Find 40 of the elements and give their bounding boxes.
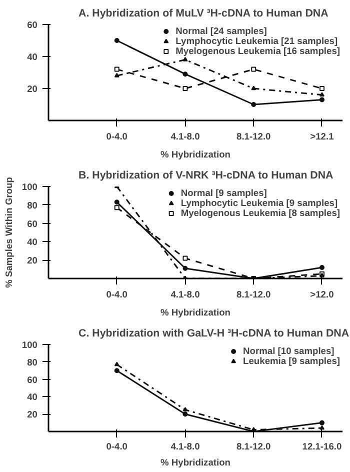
x-axis-title: % Hybridization: [160, 308, 231, 318]
x-tick-label: >12.0: [310, 290, 334, 300]
legend-label: Normal [9 samples]: [180, 188, 267, 198]
y-tick-label: 40: [27, 237, 38, 248]
x-tick-label: >12.1: [310, 132, 334, 142]
y-tick-label: 60: [27, 218, 38, 229]
legend-label: Myelogenous Leukemia [16 samples]: [176, 46, 340, 56]
y-axis-title: % Samples Within Group: [4, 176, 14, 288]
chart-title: B. Hybridization of V-NRK ³H-cDNA to Human DNA: [78, 170, 334, 182]
x-tick-label: 4.1-8.0: [170, 290, 200, 300]
legend-label: Lymphocytic Leukemia [21 samples]: [176, 36, 338, 46]
x-tick-label: 8.1-12.0: [236, 290, 271, 300]
x-tick-label: 0-4.0: [106, 132, 128, 142]
x-tick-label: 12.1-16.0: [302, 442, 342, 452]
y-tick-label: 20: [27, 410, 38, 420]
legend-label: Normal [24 samples]: [176, 26, 267, 36]
y-tick-label: 80: [27, 200, 38, 210]
chart-title: C. Hybridization with GaLV-H ³H-cDNA to Human DNA: [78, 328, 350, 340]
legend-label: Lymphocytic Leukemia [9 samples]: [180, 198, 338, 208]
y-tick-label: 20: [27, 256, 38, 266]
legend-label: Normal [10 samples]: [243, 346, 334, 356]
x-tick-label: 0-4.0: [106, 290, 128, 300]
x-tick-label: 0-4.0: [106, 442, 128, 452]
chart-title: A. Hybridization of MuLV ³H-cDNA to Human DNA: [78, 8, 329, 20]
x-tick-label: 8.1-12.0: [236, 442, 271, 452]
x-axis-title: % Hybridization: [160, 458, 231, 468]
x-tick-label: 4.1-8.0: [170, 442, 200, 452]
legend-label: Leukemia [9 samples]: [243, 356, 340, 366]
y-tick-label: 60: [27, 374, 38, 385]
x-tick-label: 8.1-12.0: [236, 132, 271, 142]
y-tick-label: 40: [27, 52, 38, 62]
y-tick-label: 20: [27, 84, 38, 94]
x-tick-label: 4.1-8.0: [170, 132, 200, 142]
y-tick-label: 40: [27, 392, 38, 402]
y-tick-label: 100: [22, 340, 38, 350]
y-tick-label: 60: [27, 20, 38, 30]
x-axis-title: % Hybridization: [160, 150, 231, 160]
y-tick-label: 100: [22, 182, 38, 192]
legend-label: Myelogenous Leukemia [8 samples]: [180, 208, 340, 218]
y-tick-label: 80: [27, 357, 38, 368]
